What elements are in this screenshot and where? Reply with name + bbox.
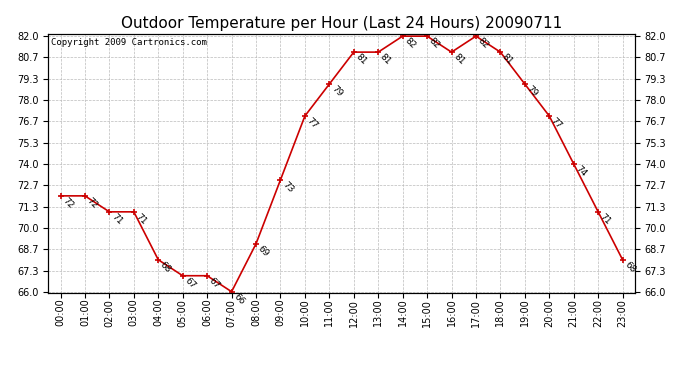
Text: 81: 81 xyxy=(451,52,466,67)
Text: 79: 79 xyxy=(329,84,344,99)
Text: 69: 69 xyxy=(256,244,270,258)
Text: 82: 82 xyxy=(403,36,417,51)
Text: 68: 68 xyxy=(158,260,172,274)
Text: 73: 73 xyxy=(280,180,295,194)
Text: 74: 74 xyxy=(573,164,588,178)
Text: 81: 81 xyxy=(354,52,368,67)
Text: 71: 71 xyxy=(598,212,613,226)
Text: 77: 77 xyxy=(305,116,319,130)
Text: 81: 81 xyxy=(378,52,393,67)
Text: 68: 68 xyxy=(622,260,637,274)
Text: 82: 82 xyxy=(427,36,442,51)
Title: Outdoor Temperature per Hour (Last 24 Hours) 20090711: Outdoor Temperature per Hour (Last 24 Ho… xyxy=(121,16,562,31)
Text: 72: 72 xyxy=(85,196,99,210)
Text: Copyright 2009 Cartronics.com: Copyright 2009 Cartronics.com xyxy=(51,38,207,46)
Text: 72: 72 xyxy=(61,196,75,210)
Text: 67: 67 xyxy=(183,276,197,290)
Text: 79: 79 xyxy=(525,84,540,99)
Text: 67: 67 xyxy=(207,276,221,290)
Text: 81: 81 xyxy=(500,52,515,67)
Text: 71: 71 xyxy=(134,212,148,226)
Text: 77: 77 xyxy=(549,116,564,130)
Text: 66: 66 xyxy=(232,292,246,306)
Text: 71: 71 xyxy=(110,212,124,226)
Text: 82: 82 xyxy=(476,36,491,51)
